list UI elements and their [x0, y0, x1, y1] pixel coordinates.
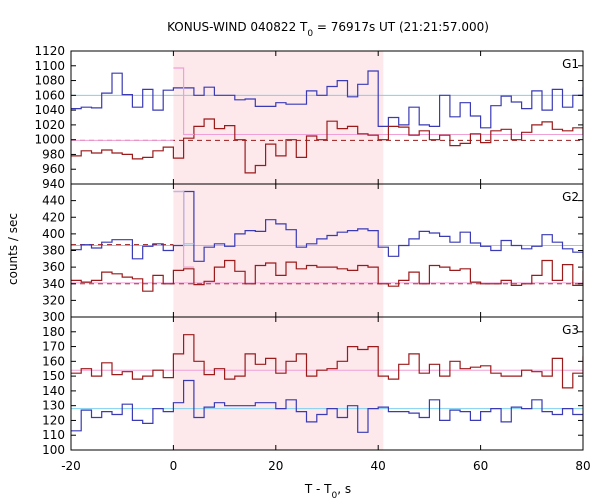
y-tick-label: 300 — [42, 310, 65, 324]
y-tick-label: 1080 — [34, 74, 65, 88]
panel-label-g1: G1 — [562, 57, 579, 71]
x-tick-label: 0 — [170, 459, 178, 473]
series-dark_red-1 — [71, 259, 583, 292]
series-pink-3 — [173, 190, 194, 268]
y-tick-label: 960 — [42, 162, 65, 176]
series-blue-0 — [71, 379, 583, 433]
highlight-interval — [173, 51, 384, 450]
series-blue-0 — [71, 190, 583, 262]
y-tick-label: 420 — [42, 210, 65, 224]
y-tick-label: 1060 — [34, 88, 65, 102]
y-tick-label: 160 — [42, 354, 65, 368]
plot-area: 9409609801000102010401060108011001120G13… — [34, 44, 590, 473]
y-tick-label: 980 — [42, 147, 65, 161]
series-dark_red-1 — [71, 334, 583, 389]
x-tick-label: 60 — [473, 459, 488, 473]
chart-title: KONUS-WIND 040822 T0 = 76917s UT (21:21:… — [167, 20, 489, 39]
y-tick-label: 440 — [42, 194, 65, 208]
y-tick-label: 170 — [42, 340, 65, 354]
y-tick-label: 320 — [42, 293, 65, 307]
panel-g1 — [71, 67, 583, 174]
panel-label-g3: G3 — [562, 323, 579, 337]
panel-label-g2: G2 — [562, 190, 579, 204]
y-tick-label: 150 — [42, 369, 65, 383]
series-blue-0 — [71, 70, 583, 129]
x-tick-label: 40 — [371, 459, 386, 473]
y-tick-label: 1040 — [34, 103, 65, 117]
series-pink-2 — [173, 67, 194, 136]
x-axis-label-subscript: 0 — [332, 491, 338, 500]
y-tick-label: 100 — [42, 443, 65, 457]
y-tick-label: 1000 — [34, 133, 65, 147]
y-tick-label: 1020 — [34, 118, 65, 132]
panel-g2 — [71, 190, 583, 292]
y-tick-label: 940 — [42, 177, 65, 191]
y-tick-label: 130 — [42, 399, 65, 413]
title-subscript: 0 — [307, 29, 313, 39]
panel-g3 — [71, 334, 583, 433]
panel-frame — [70, 316, 584, 451]
y-tick-label: 180 — [42, 325, 65, 339]
x-tick-label: 20 — [268, 459, 283, 473]
y-tick-label: 380 — [42, 244, 65, 258]
x-tick-label: 80 — [575, 459, 590, 473]
y-tick-label: 1120 — [34, 44, 65, 58]
y-tick-label: 120 — [42, 413, 65, 427]
y-tick-label: 340 — [42, 277, 65, 291]
y-tick-label: 140 — [42, 384, 65, 398]
y-tick-label: 400 — [42, 227, 65, 241]
series-dark_red-1 — [71, 118, 583, 174]
x-tick-label: -20 — [61, 459, 81, 473]
x-axis-label: T - T0, s — [304, 482, 351, 500]
y-tick-label: 110 — [42, 428, 65, 442]
y-tick-label: 360 — [42, 260, 65, 274]
y-axis-label: counts / sec — [6, 213, 20, 285]
y-tick-label: 1100 — [34, 59, 65, 73]
